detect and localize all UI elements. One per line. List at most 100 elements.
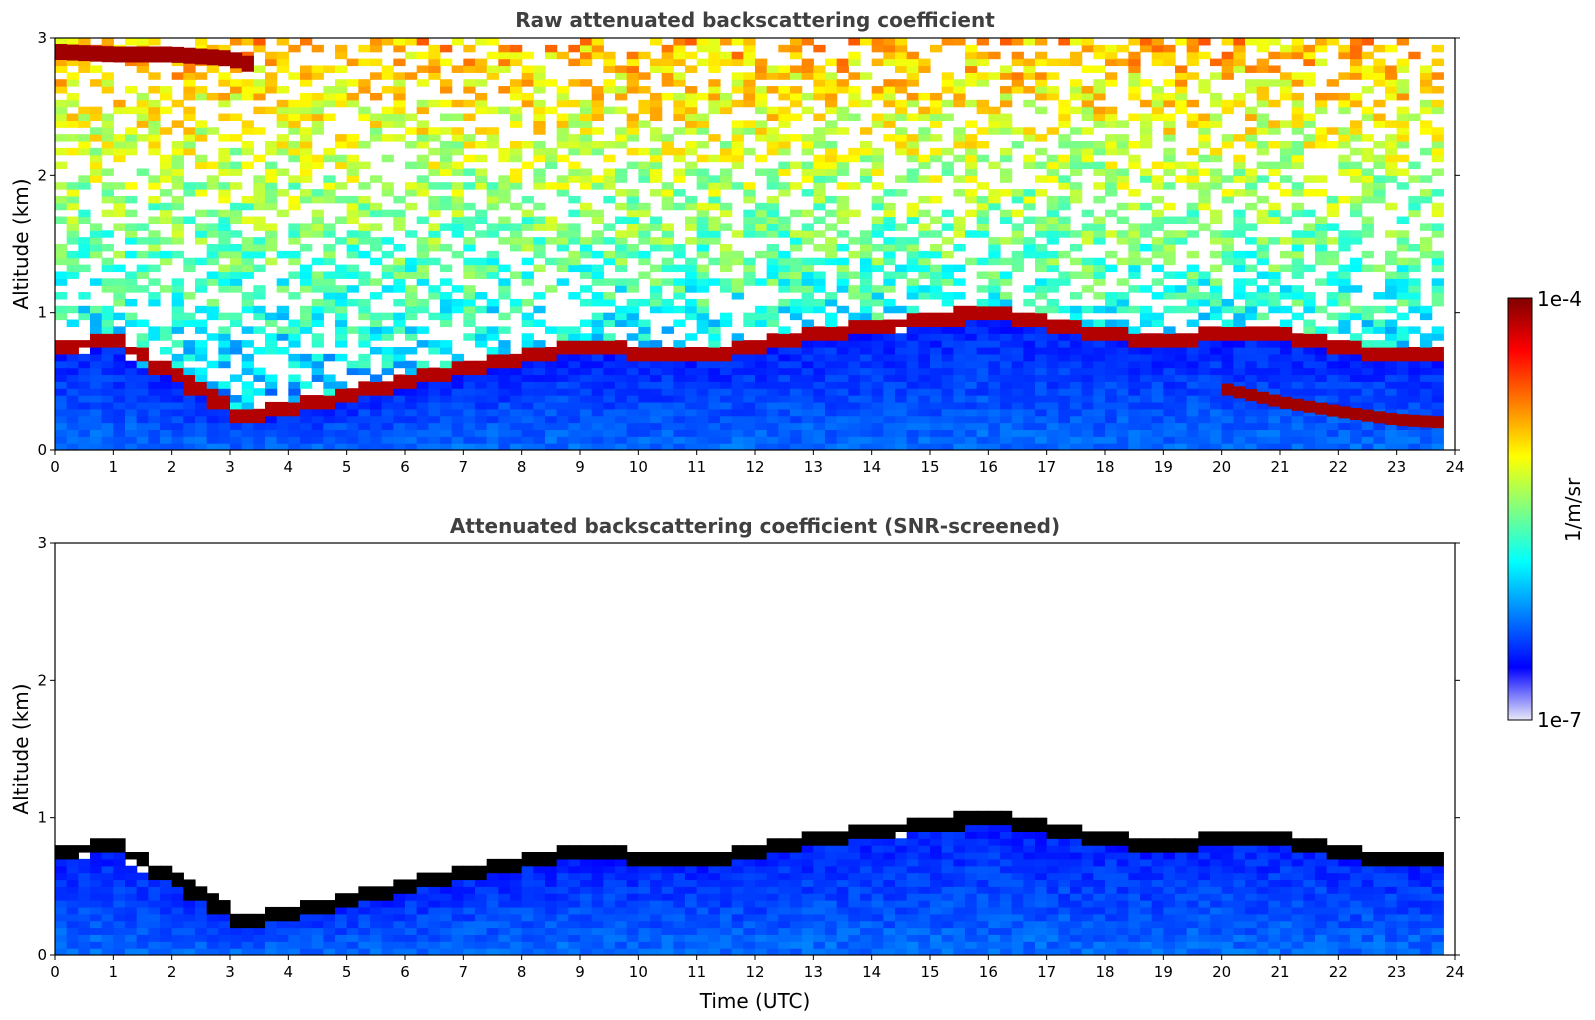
heatmap-cell xyxy=(673,244,686,252)
heatmap-cell xyxy=(160,154,173,163)
heatmap-cell xyxy=(1245,141,1258,149)
heatmap-cell xyxy=(160,92,173,101)
heatmap-cell xyxy=(195,948,208,955)
heatmap-cell xyxy=(66,271,79,279)
heatmap-cell xyxy=(1046,436,1059,444)
heatmap-cell xyxy=(883,395,896,403)
heatmap-cell xyxy=(498,388,511,396)
heatmap-cell xyxy=(90,429,103,437)
heatmap-cell xyxy=(440,312,453,321)
residual-layer-cell xyxy=(1221,383,1234,396)
heatmap-cell xyxy=(171,230,184,238)
heatmap-cell xyxy=(195,86,208,94)
heatmap-cell xyxy=(195,237,208,245)
heatmap-cell xyxy=(1198,271,1211,279)
heatmap-cell xyxy=(335,333,348,341)
heatmap-cell xyxy=(66,216,79,224)
heatmap-cell xyxy=(1163,161,1176,170)
heatmap-cell xyxy=(673,51,686,60)
heatmap-cell xyxy=(1000,72,1013,80)
heatmap-cell xyxy=(813,429,826,437)
heatmap-cell xyxy=(160,395,173,403)
heatmap-cell xyxy=(1303,134,1316,142)
heatmap-cell xyxy=(976,223,989,231)
heatmap-cell xyxy=(568,415,581,424)
heatmap-cell xyxy=(871,230,884,238)
heatmap-cell xyxy=(1175,72,1188,80)
heatmap-cell xyxy=(638,333,651,341)
heatmap-cell xyxy=(206,44,219,53)
heatmap-cell xyxy=(510,113,523,121)
heatmap-cell xyxy=(300,168,313,176)
heatmap-cell xyxy=(1268,271,1281,279)
heatmap-cell xyxy=(696,154,709,163)
heatmap-cell xyxy=(580,298,593,307)
heatmap-cell xyxy=(206,429,219,437)
heatmap-cell xyxy=(953,415,966,424)
heatmap-cell xyxy=(90,865,103,874)
heatmap-cell xyxy=(615,127,628,135)
heatmap-cell xyxy=(883,44,896,53)
heatmap-cell xyxy=(1186,168,1199,176)
heatmap-cell xyxy=(883,86,896,94)
heatmap-cell xyxy=(720,182,733,190)
heatmap-cell xyxy=(1245,340,1258,348)
heatmap-cell xyxy=(346,415,359,424)
heatmap-cell xyxy=(55,941,68,949)
heatmap-cell xyxy=(428,72,441,80)
heatmap-cell xyxy=(230,86,243,94)
heatmap-cell xyxy=(90,312,103,321)
heatmap-cell xyxy=(603,278,616,286)
heatmap-cell xyxy=(1151,161,1164,170)
heatmap-cell xyxy=(825,161,838,170)
heatmap-cell xyxy=(941,374,954,382)
heatmap-cell xyxy=(1233,436,1246,444)
heatmap-cell xyxy=(1291,202,1304,211)
heatmap-cell xyxy=(1373,429,1386,437)
heatmap-cell xyxy=(603,182,616,190)
heatmap-cell xyxy=(230,216,243,224)
heatmap-cell xyxy=(545,388,558,396)
heatmap-cell xyxy=(580,99,593,108)
heatmap-cell xyxy=(113,223,126,231)
heatmap-cell xyxy=(1186,271,1199,279)
heatmap-cell xyxy=(1420,244,1433,252)
heatmap-cell xyxy=(183,374,196,382)
heatmap-cell xyxy=(1198,367,1211,376)
heatmap-cell xyxy=(1350,237,1363,245)
heatmap-cell xyxy=(1070,189,1083,197)
heatmap-cell xyxy=(1245,175,1258,183)
heatmap-cell xyxy=(638,367,651,376)
heatmap-cell xyxy=(1373,395,1386,403)
heatmap-cell xyxy=(1221,65,1234,73)
heatmap-cell xyxy=(1210,298,1223,307)
heatmap-cell xyxy=(685,195,698,204)
heatmap-cell xyxy=(440,264,453,273)
heatmap-cell xyxy=(533,237,546,245)
heatmap-cell xyxy=(836,436,849,444)
heatmap-cell xyxy=(720,99,733,108)
heatmap-cell xyxy=(171,161,184,170)
heatmap-cell xyxy=(591,415,604,424)
heatmap-cell xyxy=(1140,429,1153,437)
heatmap-cell xyxy=(1000,443,1013,450)
heatmap-cell xyxy=(101,182,114,190)
heatmap-cell xyxy=(895,38,908,46)
heatmap-cell xyxy=(113,360,126,369)
heatmap-cell xyxy=(988,347,1001,355)
heatmap-cell xyxy=(883,202,896,211)
heatmap-cell xyxy=(1256,271,1269,279)
heatmap-cell xyxy=(393,216,406,224)
heatmap-cell xyxy=(883,58,896,67)
heatmap-cell xyxy=(1350,65,1363,73)
heatmap-cell xyxy=(55,900,68,908)
heatmap-cell xyxy=(498,415,511,424)
heatmap-cell xyxy=(311,106,324,115)
heatmap-cell xyxy=(860,429,873,437)
heatmap-cell xyxy=(1280,333,1293,341)
heatmap-cell xyxy=(930,374,943,382)
heatmap-cell xyxy=(486,106,499,115)
heatmap-cell xyxy=(1233,216,1246,224)
heatmap-cell xyxy=(486,436,499,444)
heatmap-cell xyxy=(1361,388,1374,396)
